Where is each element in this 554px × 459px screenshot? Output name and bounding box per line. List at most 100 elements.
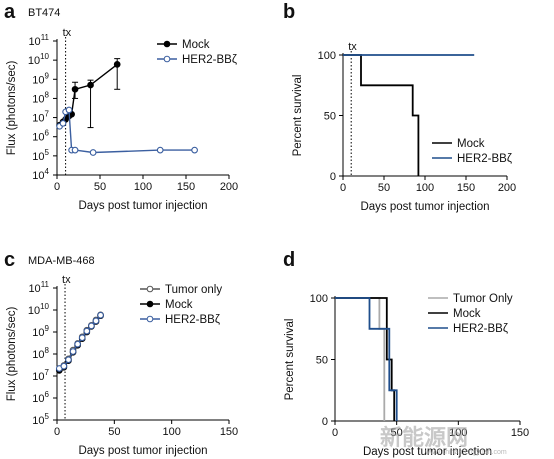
x-tick-label-b: 100: [416, 182, 434, 194]
y-tick-label-a: 106: [32, 129, 49, 144]
x-tick-label-b: 200: [498, 182, 516, 194]
x-tick-label-d: 150: [511, 427, 529, 439]
watermark-url: www.china-nengyuan.com: [424, 449, 507, 456]
tx-label-a: tx: [63, 27, 72, 39]
y-axis-title-a: Flux (photons/sec): [6, 61, 18, 156]
y-axis-title-c: Flux (photons/sec): [6, 307, 18, 402]
series-d-1: [335, 297, 396, 421]
series-b-0: [343, 54, 420, 176]
series-a-0: [56, 58, 121, 129]
y-tick-label-c: 109: [32, 324, 49, 339]
x-axis-title-a: Days post tumor injection: [78, 200, 207, 212]
data-point-a-1: [156, 146, 164, 154]
series-line-d-2: [335, 297, 398, 421]
x-tick-label-c: 0: [54, 426, 60, 438]
panel-letter-b: b: [283, 1, 295, 23]
x-axis-title-b: Days post tumor injection: [360, 201, 489, 213]
panel-a: a BT474 0 50 100 150 200 104 105 106 107 108 109 1010…: [4, 1, 238, 212]
series-line-d-1: [335, 297, 396, 421]
series-d-0: [335, 297, 386, 421]
panel-letter-a: a: [4, 1, 16, 23]
panel-d: d 0 50 100 150 0 50 100 Days post tumor injectio…: [283, 249, 529, 458]
data-point-a-1: [59, 119, 67, 127]
data-point-a-1: [191, 146, 198, 154]
y-tick-label-c: 107: [32, 368, 49, 383]
x-tick-label-a: 50: [94, 181, 106, 193]
panel-title-c: MDA-MB-468: [28, 255, 95, 267]
tx-label-c: tx: [62, 274, 71, 286]
data-point-a-0: [87, 81, 94, 89]
y-tick-label-c: 106: [32, 390, 49, 405]
legend-marker-a-1: [163, 55, 171, 63]
x-tick-label-a: 150: [177, 181, 195, 193]
x-tick-label-b: 150: [457, 182, 475, 194]
data-point-a-1: [89, 149, 97, 156]
x-tick-label-d: 0: [332, 427, 338, 439]
y-tick-label-a: 105: [32, 148, 49, 163]
legend-label-d-0: Tumor Only: [453, 293, 513, 305]
x-tick-label-a: 0: [54, 181, 60, 193]
x-tick-label-d: 100: [449, 427, 467, 439]
y-tick-label-c: 1011: [28, 280, 49, 295]
x-tick-label-b: 0: [340, 182, 346, 194]
data-point-c-2: [92, 317, 100, 325]
x-tick-label-c: 50: [108, 426, 120, 438]
x-axis-title-c: Days post tumor injection: [78, 445, 207, 457]
y-tick-label-a: 108: [32, 90, 49, 105]
series-c-2: [55, 311, 104, 372]
legend-label-d-1: Mock: [453, 308, 481, 320]
legend-marker-c-2: [146, 315, 154, 323]
y-tick-label-d: 50: [316, 355, 328, 367]
data-point-c-2: [88, 322, 95, 330]
legend-marker-a-0: [163, 40, 171, 48]
panel-b: b 0 50 100 150 200 0 50 100 Days post tumor injec…: [283, 1, 516, 213]
panel-letter-c: c: [4, 249, 15, 271]
legend-label-a-0: Mock: [182, 39, 210, 51]
legend-label-c-0: Tumor only: [165, 284, 222, 296]
y-tick-label-d: 100: [310, 293, 328, 305]
y-tick-label-a: 107: [32, 110, 49, 125]
y-tick-label-c: 105: [32, 412, 49, 427]
data-point-c-2: [97, 311, 104, 319]
data-point-c-2: [78, 334, 86, 342]
y-tick-label-c: 1010: [28, 302, 50, 317]
legend-label-b-0: Mock: [457, 138, 485, 150]
tx-label-b: tx: [348, 41, 357, 53]
legend-label-c-1: Mock: [165, 299, 193, 311]
panel-c: c MDA-MB-468 0 50 100 150 105 106 107 108 109 1010 1…: [4, 249, 238, 457]
legend-label-c-2: HER2-BBζ: [165, 314, 220, 326]
y-axis-title-b: Percent survival: [292, 75, 304, 157]
watermark-text: 新能源网: [380, 425, 468, 450]
legend-label-b-1: HER2-BBζ: [457, 153, 512, 165]
x-tick-label-c: 150: [220, 426, 238, 438]
data-point-a-1: [71, 146, 79, 154]
x-tick-label-a: 100: [134, 181, 152, 193]
series-a-1: [56, 106, 198, 156]
series-d-2: [335, 297, 398, 421]
data-point-a-0: [113, 61, 121, 68]
series-line-b-0: [343, 54, 420, 176]
y-tick-label-a: 109: [32, 71, 49, 86]
x-tick-label-b: 50: [378, 182, 390, 194]
series-line-c-2: [58, 314, 102, 370]
series-line-a-1: [59, 108, 195, 154]
x-tick-label-c: 100: [162, 426, 180, 438]
legend-label-a-1: HER2-BBζ: [182, 54, 237, 66]
data-point-c-2: [83, 327, 91, 335]
y-tick-label-a: 104: [32, 167, 49, 182]
y-tick-label-c: 108: [32, 346, 49, 361]
data-point-c-2: [74, 340, 81, 348]
y-tick-label-a: 1010: [28, 52, 50, 67]
y-tick-label-b: 50: [324, 111, 336, 123]
y-tick-label-b: 100: [318, 50, 336, 62]
series-line-d-0: [335, 297, 386, 421]
panel-title-a: BT474: [28, 7, 60, 19]
legend-marker-c-1: [146, 300, 154, 308]
legend-marker-c-0: [146, 285, 154, 293]
data-point-a-1: [65, 106, 73, 114]
y-tick-label-b: 0: [330, 171, 336, 183]
y-axis-title-d: Percent survival: [284, 319, 296, 401]
data-point-c-2: [65, 356, 72, 364]
